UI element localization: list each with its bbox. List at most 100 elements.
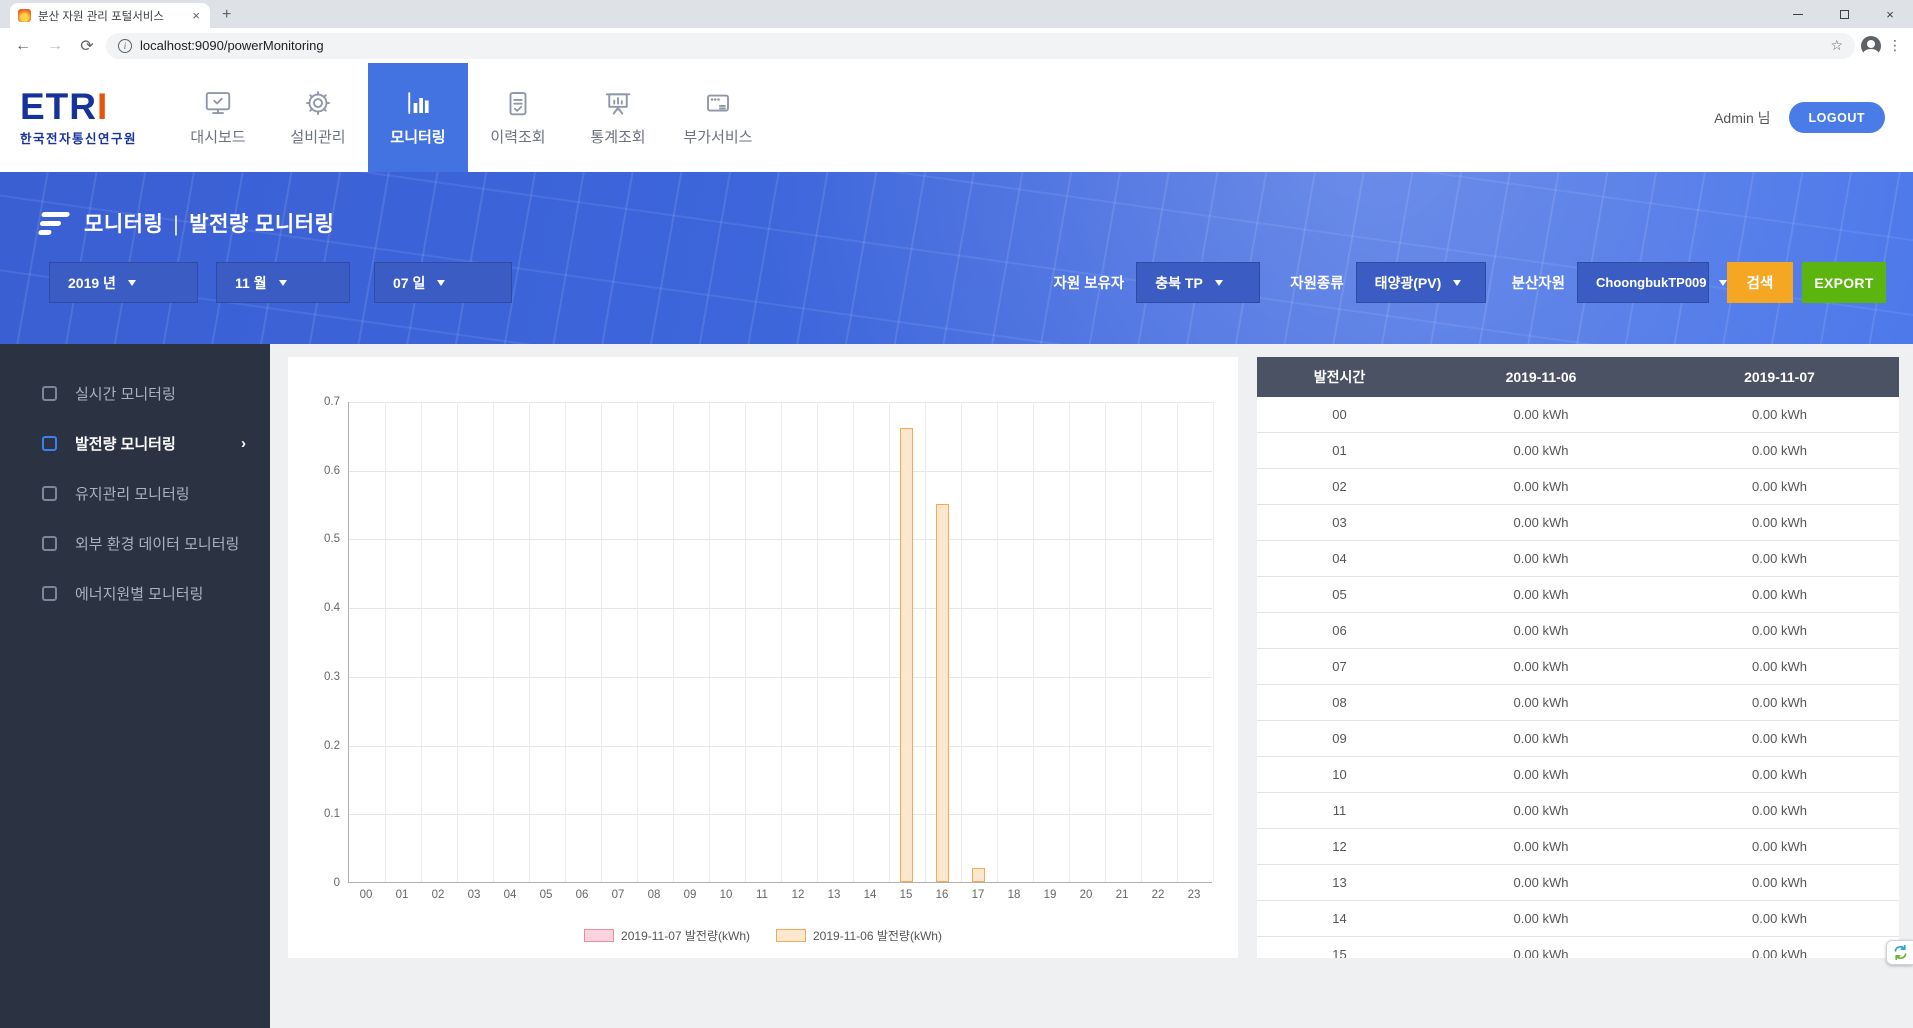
browser-tab[interactable]: 분산 자원 관리 포털서비스 × (10, 3, 210, 28)
nav-item-dashboard[interactable]: 대시보드 (168, 63, 268, 172)
x-axis-tick: 06 (575, 889, 589, 901)
month-select[interactable]: 11 월 (216, 262, 350, 303)
gridline (1213, 402, 1214, 882)
presentation-icon (605, 93, 631, 115)
table-cell: 0.00 kWh (1752, 875, 1807, 890)
nav-item-history[interactable]: 이력조회 (468, 63, 568, 172)
forward-icon[interactable]: → (47, 36, 63, 54)
browser-url-bar: ← → ⟳ i localhost:9090/powerMonitoring ☆… (0, 28, 1913, 63)
gridline (421, 402, 422, 882)
gridline (457, 402, 458, 882)
table-header: 2019-11-07 (1744, 369, 1815, 385)
sidebar-item-generation[interactable]: 발전량 모니터링 › (0, 418, 270, 468)
y-axis-tick: 0.6 (324, 464, 340, 477)
nav-item-statistics[interactable]: 통계조회 (568, 63, 668, 172)
table-header-row: 발전시간 2019-11-06 2019-11-07 (1257, 357, 1899, 397)
logo-text: ETRI (20, 86, 109, 127)
export-button[interactable]: EXPORT (1802, 262, 1886, 303)
x-axis-tick: 19 (1043, 889, 1057, 901)
logout-button[interactable]: LOGOUT (1788, 102, 1885, 133)
gridline (817, 402, 818, 882)
sidebar-item-maintenance[interactable]: 유지관리 모니터링 (0, 468, 270, 518)
gridline (1141, 402, 1142, 882)
resource-select[interactable]: ChoongbukTP009 (1577, 262, 1727, 303)
day-select[interactable]: 07 일 (374, 262, 512, 303)
table-header: 발전시간 (1313, 369, 1366, 385)
reload-icon[interactable]: ⟳ (80, 37, 94, 55)
x-axis-tick: 13 (827, 889, 841, 901)
gridline (349, 539, 1212, 541)
table-cell: 04 (1332, 551, 1347, 566)
year-select[interactable]: 2019 년 (49, 262, 198, 303)
table-row: 08 0.00 kWh 0.00 kWh (1257, 685, 1899, 721)
edge-extension-widget[interactable] (1886, 940, 1913, 965)
new-tab-button[interactable]: + (222, 6, 232, 23)
x-axis-tick: 09 (683, 889, 697, 901)
site-info-icon[interactable]: i (118, 38, 132, 53)
gridline (349, 676, 1212, 678)
table-cell: 0.00 kWh (1752, 587, 1807, 602)
bookmark-star-icon[interactable]: ☆ (1830, 37, 1843, 53)
profile-avatar[interactable] (1861, 35, 1881, 56)
clipboard-icon (509, 92, 527, 116)
chart-bar[interactable] (936, 504, 949, 882)
x-axis-tick: 01 (395, 889, 409, 901)
search-button[interactable]: 검색 (1727, 262, 1793, 303)
table-row: 11 0.00 kWh 0.00 kWh (1257, 793, 1899, 829)
user-name: Admin 님 (1714, 109, 1771, 126)
y-axis-tick: 0.3 (324, 670, 340, 683)
table-cell: 15 (1332, 947, 1347, 958)
table-cell: 12 (1332, 839, 1347, 854)
table-cell: 0.00 kWh (1752, 767, 1807, 782)
legend-item: 2019-11-06 발전량(kWh) (776, 927, 942, 944)
nav-item-services[interactable]: 부가서비스 (668, 63, 768, 172)
window-maximize-button[interactable] (1821, 0, 1867, 28)
generation-table: 발전시간 2019-11-06 2019-11-07 00 0.00 kWh 0.0… (1257, 357, 1899, 958)
sidebar-item-energy-source[interactable]: 에너지원별 모니터링 (0, 568, 270, 618)
generation-chart-card: 2019-11-07 발전량(kWh) 2019-11-06 발전량(kWh) 0… (288, 357, 1238, 958)
table-cell: 0.00 kWh (1752, 803, 1807, 818)
x-axis-tick: 14 (863, 889, 877, 901)
etri-logo[interactable]: ETRI 한국전자통신연구원 (0, 63, 168, 172)
window-close-button[interactable]: × (1886, 6, 1894, 22)
table-cell: 05 (1332, 587, 1347, 602)
nav-item-monitoring[interactable]: 모니터링 (368, 63, 468, 172)
tab-title: 분산 자원 관리 포털서비스 (38, 10, 164, 23)
gridline (529, 402, 530, 882)
chart-bar[interactable] (900, 428, 913, 882)
table-row: 04 0.00 kWh 0.00 kWh (1257, 541, 1899, 577)
sync-arrows-icon (1894, 944, 1906, 961)
nav-label: 설비관리 (290, 129, 346, 146)
legend-label: 2019-11-06 발전량(kWh) (813, 929, 942, 943)
table-cell: 13 (1332, 875, 1347, 890)
owner-select[interactable]: 충북 TP (1136, 262, 1261, 303)
table-row: 03 0.00 kWh 0.00 kWh (1257, 505, 1899, 541)
table-cell: 03 (1332, 515, 1347, 530)
table-cell: 0.00 kWh (1513, 623, 1569, 638)
table-cell: 06 (1332, 623, 1347, 638)
sidebar-item-realtime[interactable]: 실시간 모니터링 (0, 368, 270, 418)
window-minimize-button[interactable] (1775, 0, 1821, 28)
chart-bar[interactable] (972, 868, 985, 882)
gridline (349, 608, 1212, 610)
gridline (565, 402, 566, 882)
nav-item-equipment[interactable]: 설비관리 (268, 63, 368, 172)
close-tab-icon[interactable]: × (192, 8, 200, 23)
window-icon (707, 94, 729, 112)
table-cell: 0.00 kWh (1513, 443, 1569, 458)
table-cell: 0.00 kWh (1752, 479, 1807, 494)
table-row: 10 0.00 kWh 0.00 kWh (1257, 757, 1899, 793)
address-input[interactable]: i localhost:9090/powerMonitoring ☆ (106, 32, 1855, 59)
x-axis-tick: 03 (467, 889, 481, 901)
type-select[interactable]: 태양광(PV) (1355, 262, 1486, 303)
y-axis-tick: 0.7 (324, 396, 340, 408)
chevron-right-icon: › (241, 434, 246, 452)
nav-label: 부가서비스 (683, 129, 753, 146)
browser-menu-icon[interactable]: ⋮ (1888, 37, 1902, 53)
table-row: 09 0.00 kWh 0.00 kWh (1257, 721, 1899, 757)
back-icon[interactable]: ← (15, 36, 31, 54)
gridline (637, 402, 638, 882)
gridline (997, 402, 998, 882)
gridline (1105, 402, 1106, 882)
sidebar-item-external-env[interactable]: 외부 환경 데이터 모니터링 (0, 518, 270, 568)
